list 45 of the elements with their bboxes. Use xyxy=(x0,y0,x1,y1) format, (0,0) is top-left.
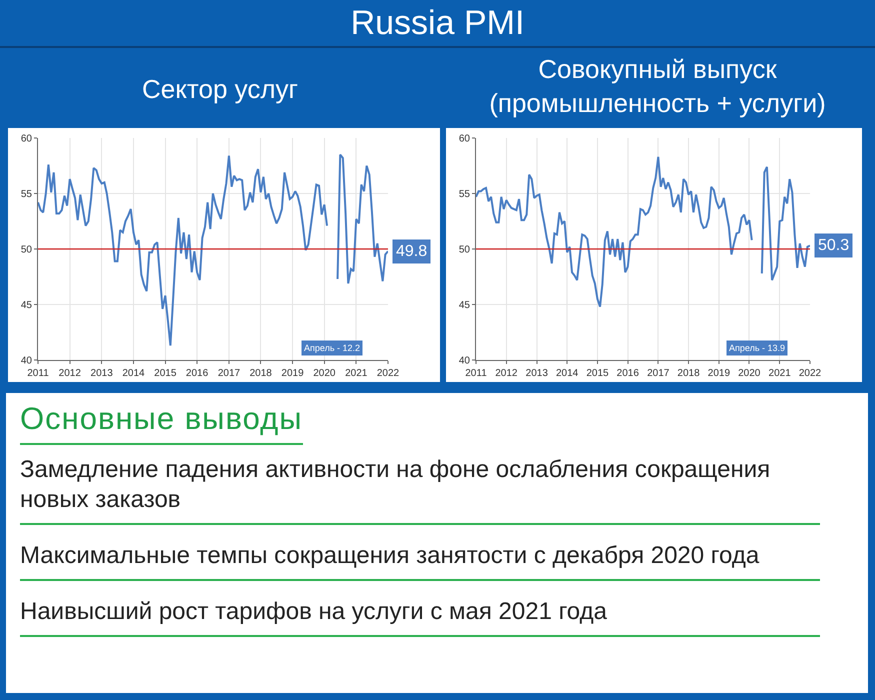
x-tick-label: 2012 xyxy=(495,368,518,379)
x-tick-label: 2014 xyxy=(122,368,146,379)
y-tick-label: 60 xyxy=(20,134,32,144)
data-label: 50.3 xyxy=(818,237,850,254)
y-tick-label: 50 xyxy=(458,244,470,256)
x-tick-label: 2015 xyxy=(154,368,177,379)
text: Замедление падения активности на фоне ослабления сокращения новых заказов xyxy=(20,455,772,515)
x-tick-label: 2017 xyxy=(218,368,240,379)
x-tick-label: 2021 xyxy=(768,368,792,379)
y-tick-label: 50 xyxy=(20,244,32,256)
x-tick-label: 2011 xyxy=(27,368,50,379)
annotation: Апрель - 12.2 xyxy=(304,343,360,353)
x-tick-label: 2018 xyxy=(677,368,700,379)
y-tick-label: 55 xyxy=(20,189,32,200)
x-tick-label: 2013 xyxy=(90,368,114,379)
data-label: 49.8 xyxy=(396,243,428,260)
y-tick-label: 45 xyxy=(458,300,470,311)
y-tick-label: 60 xyxy=(458,134,470,144)
x-tick-label: 2014 xyxy=(556,368,579,379)
x-tick-label: 2012 xyxy=(58,368,82,379)
text: Наивысший рост тарифов на услуги с мая 2021 года xyxy=(20,597,608,627)
x-tick-label: 2015 xyxy=(586,368,610,379)
x-tick-label: 2022 xyxy=(376,368,400,379)
x-tick-label: 2020 xyxy=(313,368,336,379)
x-tick-label: 2016 xyxy=(616,368,640,379)
x-tick-label: 2021 xyxy=(345,368,368,379)
chart-title: Сектор услуг xyxy=(140,73,300,106)
annotation: Апрель - 13.9 xyxy=(729,343,786,353)
x-tick-label: 2020 xyxy=(738,368,761,379)
x-tick-label: 2019 xyxy=(708,368,730,379)
x-tick-label: 2017 xyxy=(647,368,670,379)
y-tick-label: 40 xyxy=(20,356,32,366)
x-tick-label: 2016 xyxy=(186,368,209,379)
y-tick-label: 40 xyxy=(458,356,470,366)
text: Russia PMI xyxy=(0,0,875,48)
x-tick-label: 2022 xyxy=(798,368,822,379)
y-tick-label: 55 xyxy=(458,189,470,200)
x-tick-label: 2011 xyxy=(465,368,488,379)
x-tick-label: 2018 xyxy=(250,368,272,379)
text: Максимальные темпы сокращения занятости с декабря 2020 года xyxy=(20,541,760,571)
text: Основные выводы xyxy=(20,401,302,445)
x-tick-label: 2019 xyxy=(281,368,304,379)
y-tick-label: 45 xyxy=(20,300,32,311)
x-tick-label: 2013 xyxy=(526,368,548,379)
chart-title: Совокупный выпуск (промышленность + услуги) xyxy=(488,53,827,120)
